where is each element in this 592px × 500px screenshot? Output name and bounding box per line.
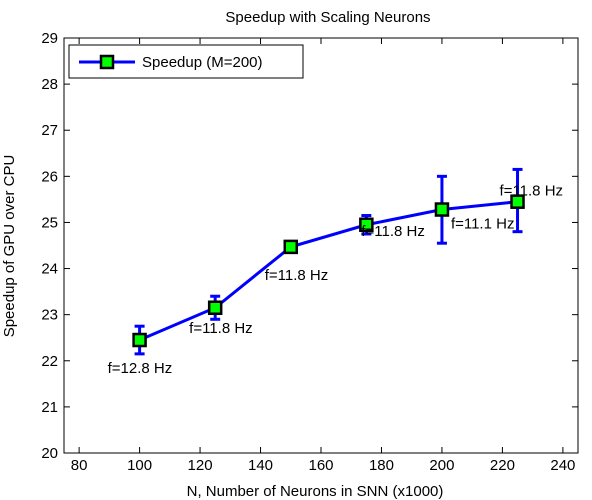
x-tick-label: 120 bbox=[188, 457, 213, 474]
chart-title: Speedup with Scaling Neurons bbox=[225, 9, 430, 26]
legend-label: Speedup (M=200) bbox=[142, 54, 263, 71]
x-axis-title: N, Number of Neurons in SNN (x1000) bbox=[187, 483, 444, 500]
frequency-label: f=12.8 Hz bbox=[108, 360, 173, 377]
x-tick-label: 180 bbox=[369, 457, 394, 474]
x-tick-label: 100 bbox=[127, 457, 152, 474]
x-tick-label: 80 bbox=[71, 457, 88, 474]
data-point bbox=[434, 202, 450, 217]
legend-marker-sample bbox=[99, 54, 115, 70]
x-tick-label: 200 bbox=[429, 457, 454, 474]
y-tick-label: 28 bbox=[41, 76, 58, 93]
frequency-label: f=11.8 Hz bbox=[500, 183, 564, 200]
frequency-label: f=11.8 Hz bbox=[265, 267, 329, 284]
y-tick-label: 25 bbox=[41, 214, 58, 231]
plot-area bbox=[63, 37, 579, 454]
y-tick-label: 26 bbox=[41, 168, 58, 185]
data-markers bbox=[132, 194, 525, 348]
y-tick-label: 22 bbox=[41, 353, 58, 370]
y-tick-label: 20 bbox=[41, 445, 58, 462]
y-tick-label: 29 bbox=[41, 30, 58, 47]
x-tick-label: 140 bbox=[248, 457, 273, 474]
x-tick-label: 220 bbox=[490, 457, 515, 474]
data-point bbox=[207, 300, 223, 315]
axis-ticks: 80 100 120 140 160 180 200 220 240 20 21 22 23 24 25 26… bbox=[41, 30, 578, 474]
data-point bbox=[283, 239, 299, 255]
frequency-label: f=11.8 Hz bbox=[189, 320, 253, 337]
data-point bbox=[510, 194, 525, 209]
frequency-label: f=11.1 Hz bbox=[451, 216, 515, 233]
y-tick-label: 23 bbox=[41, 307, 58, 324]
y-tick-label: 27 bbox=[41, 122, 58, 139]
data-point bbox=[132, 332, 147, 348]
series-line-speedup bbox=[138, 200, 518, 342]
y-axis-title: Speedup of GPU over CPU bbox=[1, 155, 18, 338]
x-tick-label: 240 bbox=[550, 457, 575, 474]
x-tick-label: 160 bbox=[308, 457, 333, 474]
frequency-annotations: f=12.8 Hz f=11.8 Hz f=11.8 Hz f=11.8 Hz f=11… bbox=[108, 183, 563, 377]
data-point bbox=[359, 217, 374, 232]
frequency-label: f=11.8 Hz bbox=[361, 223, 425, 240]
y-tick-label: 21 bbox=[41, 399, 58, 416]
legend: Speedup (M=200) bbox=[68, 44, 304, 79]
y-tick-label: 24 bbox=[41, 261, 58, 278]
